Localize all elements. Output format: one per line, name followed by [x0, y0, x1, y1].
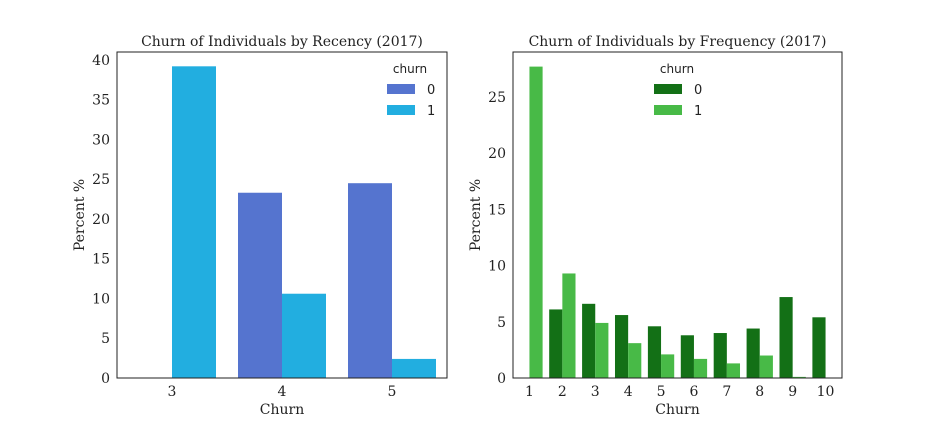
frequency-xtick-label: 1: [525, 384, 534, 400]
frequency-bar-series1-3: [595, 322, 609, 378]
recency-bar-series0-4: [238, 192, 282, 378]
frequency-bar-series1-2: [562, 273, 576, 378]
frequency-y-axis-label: Percent %: [468, 179, 484, 251]
recency-ytick-label: 35: [92, 93, 110, 109]
frequency-bar-series0-5: [647, 326, 662, 378]
recency-x-axis-label: Churn: [260, 402, 304, 418]
frequency-bar-series1-5: [661, 354, 675, 378]
frequency-bar-series1-7: [726, 363, 741, 378]
recency-ytick-label: 30: [92, 132, 110, 148]
frequency-plot-frame: [512, 51, 843, 379]
frequency-xtick-label: 9: [788, 384, 797, 400]
frequency-ytick-label: 25: [488, 90, 506, 106]
recency-xtick-label: 4: [278, 384, 287, 400]
frequency-xtick-label: 2: [558, 384, 567, 400]
frequency-xtick-label: 10: [817, 384, 835, 400]
frequency-legend-label-0: 0: [694, 83, 702, 98]
frequency-ytick-label: 5: [497, 315, 506, 331]
frequency-xtick-label: 3: [591, 384, 600, 400]
frequency-bar-series0-10: [812, 317, 826, 378]
recency-ytick-label: 25: [92, 172, 110, 188]
frequency-bar-series0-2: [549, 309, 563, 378]
frequency-bar-series0-4: [614, 315, 629, 378]
frequency-bar-series1-9: [792, 376, 806, 378]
frequency-xtick-label: 6: [689, 384, 698, 400]
frequency-legend-swatch-1: [654, 105, 682, 115]
recency-legend-label-1: 1: [427, 104, 435, 119]
frequency-legend-label-1: 1: [694, 104, 702, 119]
frequency-x-axis-label: Churn: [655, 402, 699, 418]
frequency-legend-title: churn: [660, 62, 694, 76]
frequency-ytick-label: 10: [488, 259, 506, 275]
recency-chart-title: Churn of Individuals by Recency (2017): [141, 34, 423, 50]
frequency-xtick-label: 7: [722, 384, 731, 400]
recency-ytick-label: 5: [101, 331, 110, 347]
recency-xtick-label: 3: [168, 384, 177, 400]
frequency-bar-series1-6: [693, 358, 708, 378]
frequency-ytick-label: 15: [488, 202, 506, 218]
frequency-bar-series0-6: [680, 335, 694, 378]
frequency-bar-series0-3: [582, 303, 596, 378]
frequency-bar-series0-8: [746, 328, 760, 378]
frequency-bar-series1-1: [529, 66, 543, 379]
recency-ytick-label: 10: [92, 291, 110, 307]
frequency-ytick-label: 20: [488, 146, 506, 162]
frequency-bar-series1-8: [759, 355, 773, 378]
recency-ytick-label: 0: [101, 371, 110, 387]
recency-bar-series1-5: [392, 358, 436, 378]
frequency-xtick-label: 4: [624, 384, 633, 400]
recency-legend-title: churn: [393, 62, 427, 76]
recency-legend-swatch-0: [387, 84, 415, 94]
recency-bar-series1-3: [172, 66, 216, 378]
recency-xtick-label: 5: [388, 384, 397, 400]
frequency-bar-series0-9: [779, 297, 793, 378]
recency-legend-swatch-1: [387, 105, 415, 115]
frequency-chart-title: Churn of Individuals by Frequency (2017): [529, 34, 827, 50]
recency-ytick-label: 40: [92, 53, 110, 69]
recency-bar-series1-4: [282, 293, 326, 378]
frequency-bar-series1-4: [628, 343, 642, 378]
recency-bar-series0-5: [348, 183, 392, 378]
recency-y-axis-label: Percent %: [72, 179, 88, 251]
recency-ytick-label: 15: [92, 252, 110, 268]
frequency-bar-series0-7: [713, 333, 727, 378]
recency-legend-label-0: 0: [427, 83, 435, 98]
frequency-xtick-label: 8: [755, 384, 764, 400]
frequency-legend-swatch-0: [654, 84, 682, 94]
frequency-xtick-label: 5: [657, 384, 666, 400]
recency-plot-frame: [116, 51, 448, 379]
frequency-ytick-label: 0: [497, 371, 506, 387]
recency-ytick-label: 20: [92, 212, 110, 228]
